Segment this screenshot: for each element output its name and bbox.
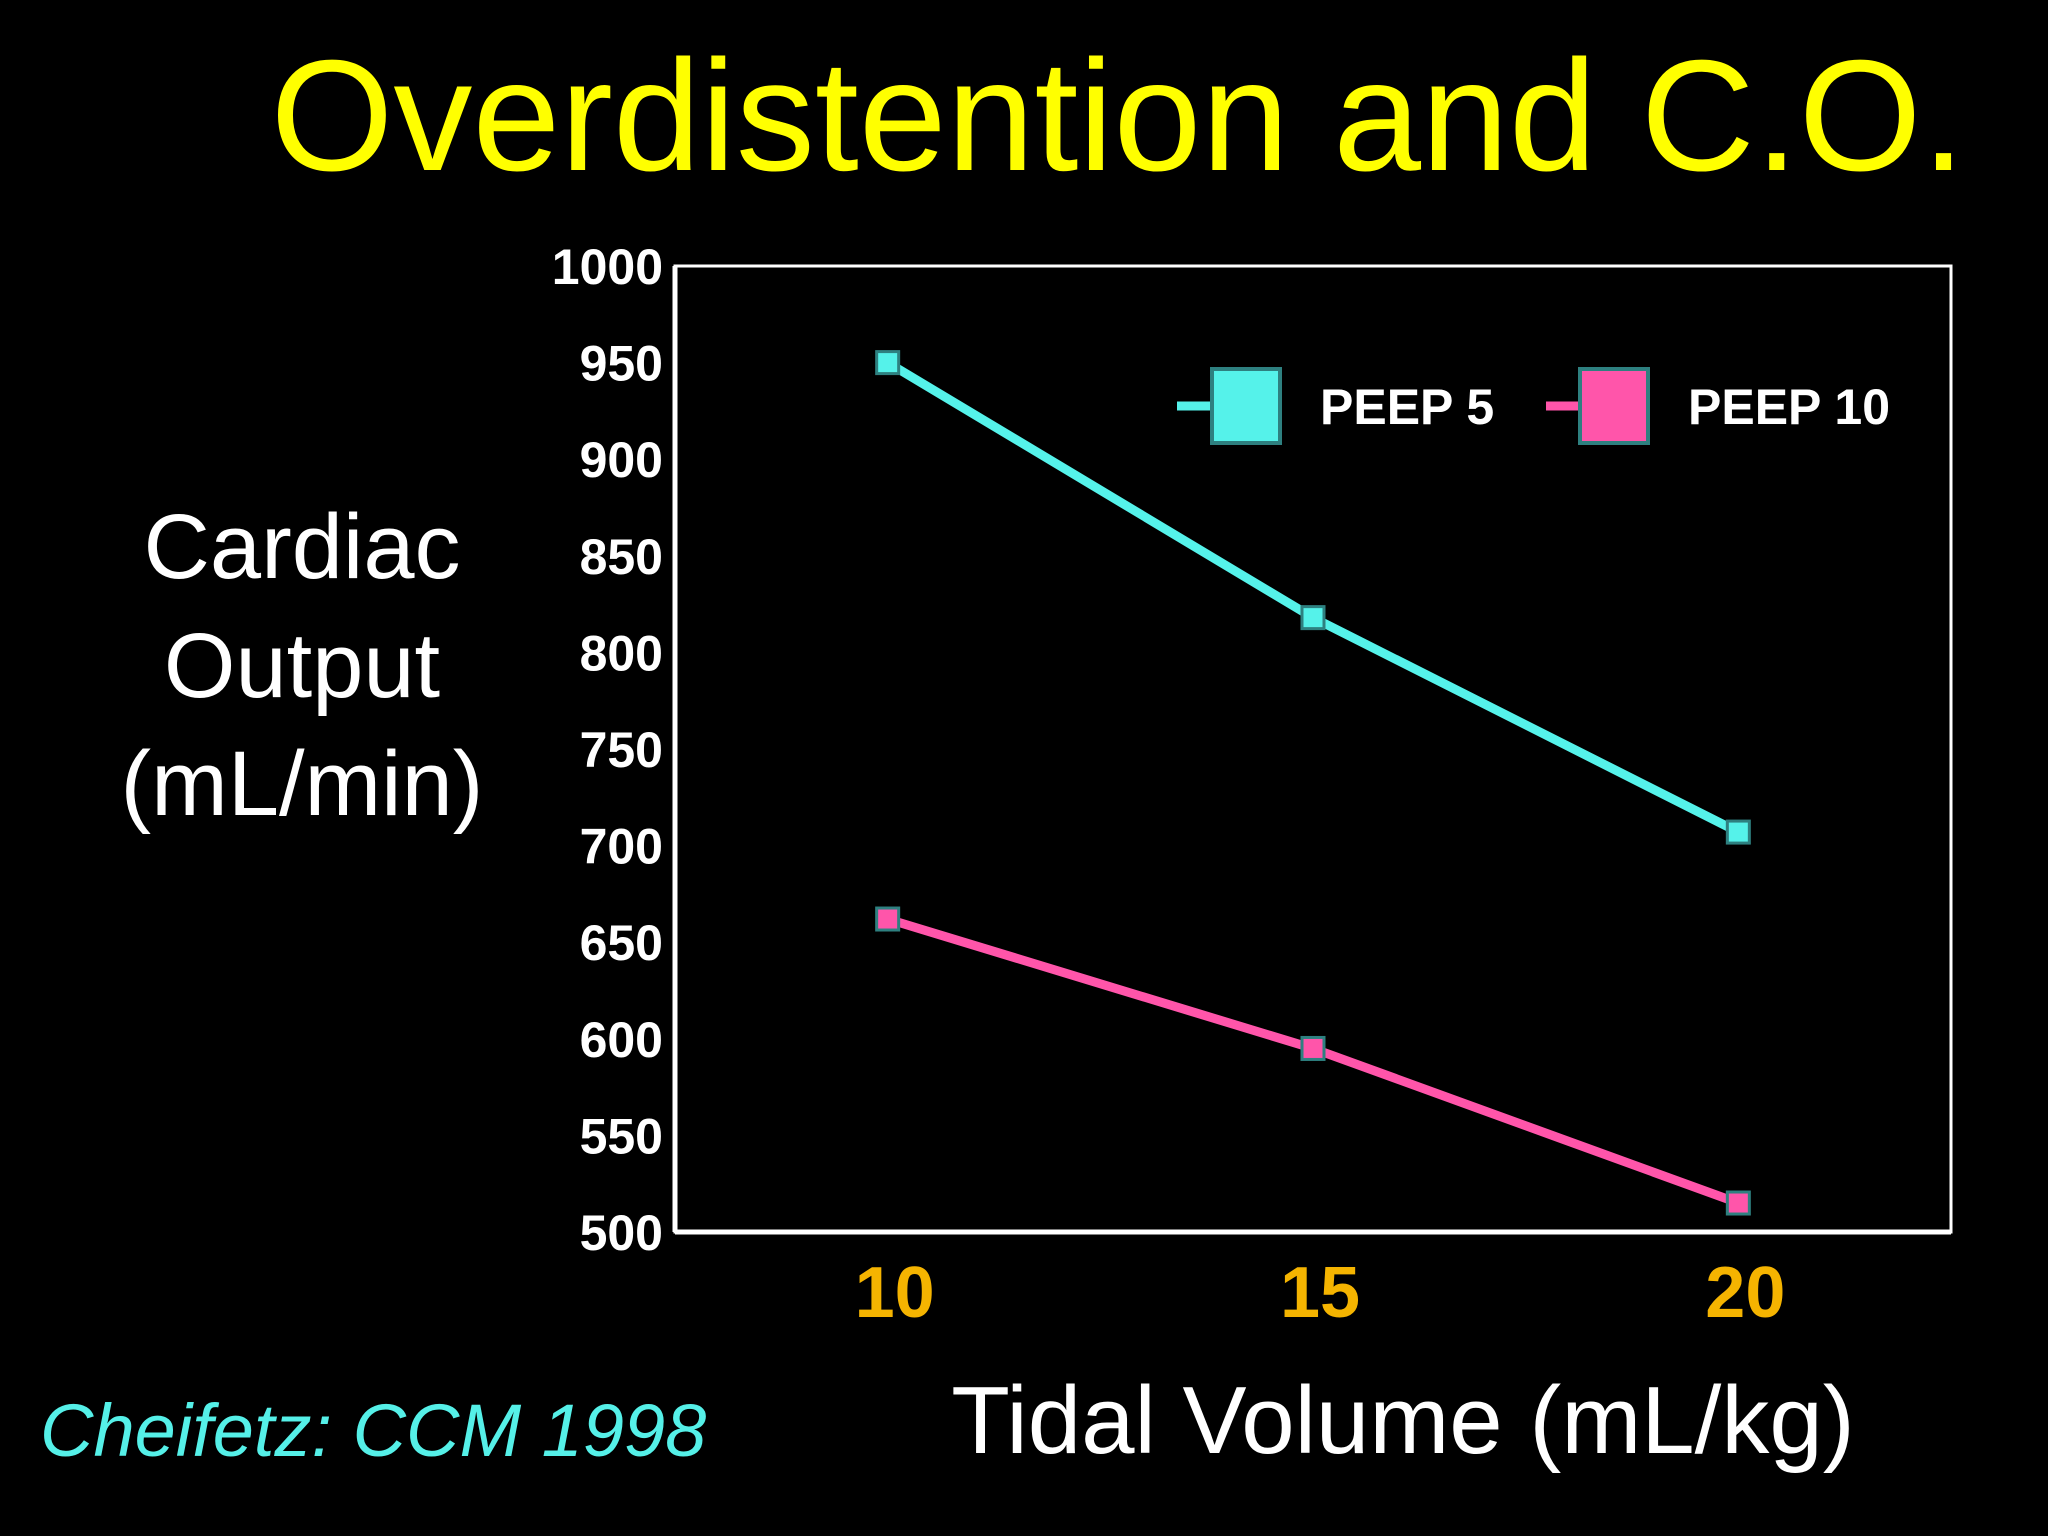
y-tick-label: 950 bbox=[580, 336, 663, 392]
data-point-marker bbox=[875, 350, 901, 376]
data-point-marker bbox=[1300, 605, 1326, 631]
y-tick-label: 650 bbox=[580, 915, 663, 971]
series-layer bbox=[875, 350, 1751, 1216]
data-point-marker bbox=[1300, 1035, 1326, 1061]
x-tick-label: 10 bbox=[855, 1253, 935, 1333]
x-tick-labels: 10 15 20 bbox=[855, 1253, 1786, 1333]
plot-area bbox=[672, 264, 1953, 1235]
y-tick-label: 600 bbox=[580, 1012, 663, 1068]
y-tick-label: 800 bbox=[580, 625, 663, 681]
y-tick-label: 700 bbox=[580, 819, 663, 875]
y-tick-label: 550 bbox=[580, 1108, 663, 1164]
y-tick-label: 900 bbox=[580, 432, 663, 488]
slide-title: Overdistention and C.O. bbox=[271, 28, 1966, 204]
data-point-marker bbox=[875, 906, 901, 932]
data-point-marker bbox=[1725, 1190, 1751, 1216]
y-tick-label: 1000 bbox=[552, 239, 663, 295]
legend-entry: PEEP 10 bbox=[1546, 367, 1890, 445]
series-peep-5 bbox=[875, 350, 1751, 845]
legend-swatch bbox=[1210, 367, 1282, 445]
x-axis-label: Tidal Volume (mL/kg) bbox=[951, 1367, 1854, 1474]
x-tick-label: 20 bbox=[1705, 1253, 1785, 1333]
legend: PEEP 5 PEEP 10 bbox=[1177, 367, 1890, 445]
y-axis-label-line: Cardiac bbox=[143, 496, 460, 598]
y-axis-label-line: (mL/min) bbox=[121, 733, 484, 835]
y-tick-label: 850 bbox=[580, 529, 663, 585]
y-axis-label-line: Output bbox=[164, 615, 440, 717]
y-axis-label: Cardiac Output (mL/min) bbox=[121, 496, 484, 835]
y-tick-labels: 500 550 600 650 700 750 800 850 900 950 1000 bbox=[552, 239, 663, 1261]
y-tick-label: 750 bbox=[580, 722, 663, 778]
legend-label: PEEP 10 bbox=[1688, 379, 1890, 435]
citation: Cheifetz: CCM 1998 bbox=[40, 1389, 706, 1472]
data-point-marker bbox=[1725, 819, 1751, 845]
legend-swatch bbox=[1578, 367, 1650, 445]
x-tick-label: 15 bbox=[1280, 1253, 1360, 1333]
legend-entry: PEEP 5 bbox=[1177, 367, 1494, 445]
series-peep-10 bbox=[875, 906, 1751, 1216]
legend-label: PEEP 5 bbox=[1320, 379, 1494, 435]
y-tick-label: 500 bbox=[580, 1205, 663, 1261]
